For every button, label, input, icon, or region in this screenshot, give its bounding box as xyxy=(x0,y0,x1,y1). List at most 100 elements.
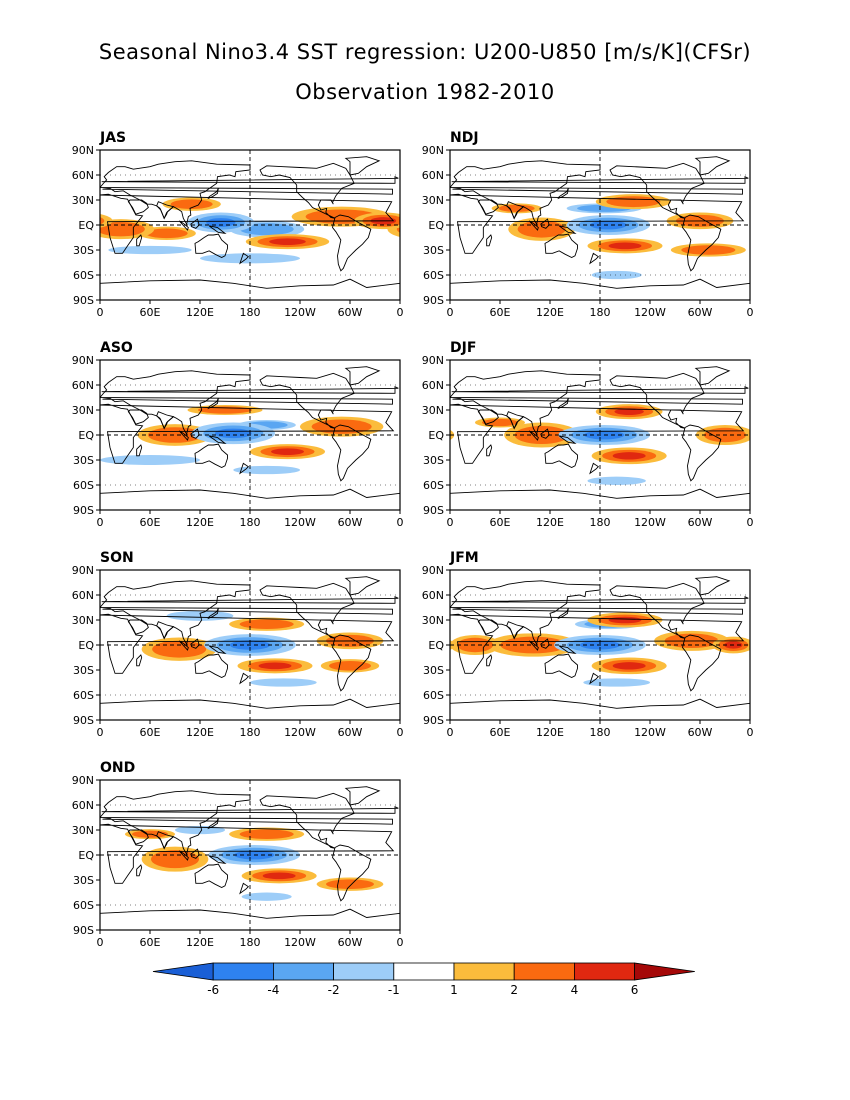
lon-tick-label: 120W xyxy=(284,726,316,739)
lon-tick-label: 0 xyxy=(397,726,404,739)
coastline xyxy=(344,366,381,386)
lat-tick-label: 90S xyxy=(423,294,444,307)
coastline xyxy=(194,233,228,259)
lat-tick-label: 60S xyxy=(423,479,444,492)
lon-tick-label: 60W xyxy=(338,516,363,529)
coastline xyxy=(332,214,372,272)
regression-contour xyxy=(681,245,736,255)
chart-title: Seasonal Nino3.4 SST regression: U200-U8… xyxy=(98,40,752,64)
coastline xyxy=(344,156,381,176)
lon-tick-label: 0 xyxy=(97,936,104,949)
regression-contour xyxy=(206,218,236,227)
lon-tick-label: 60E xyxy=(140,516,161,529)
coastline xyxy=(450,488,750,510)
lon-tick-label: 180 xyxy=(240,936,261,949)
lon-tick-label: 120E xyxy=(186,726,214,739)
lon-tick-label: 180 xyxy=(240,306,261,319)
lon-tick-label: 0 xyxy=(397,516,404,529)
regression-contour xyxy=(170,199,213,209)
regression-contour xyxy=(606,196,661,208)
colorbar-segment xyxy=(574,962,636,981)
coastline xyxy=(101,385,399,394)
coastline xyxy=(344,576,381,596)
lat-tick-label: 90N xyxy=(422,144,444,157)
regression-contour xyxy=(233,465,300,475)
coastline xyxy=(178,220,189,231)
regression-contour xyxy=(750,635,800,655)
coastline xyxy=(136,654,143,667)
lon-tick-label: 60W xyxy=(338,726,363,739)
coastline xyxy=(100,823,395,884)
colorbar-level-label: 4 xyxy=(571,983,579,997)
lat-tick-label: 90N xyxy=(72,564,94,577)
shaded-field xyxy=(100,366,400,510)
lat-tick-label: 30N xyxy=(422,614,444,627)
panel-label: NDJ xyxy=(450,130,479,146)
coastline xyxy=(451,385,749,394)
colorbar-arrow-high xyxy=(634,962,695,981)
lat-tick-label: 30S xyxy=(423,454,444,467)
coastline xyxy=(450,278,750,300)
lon-tick-label: 120E xyxy=(186,936,214,949)
coastline xyxy=(506,411,525,430)
coastline xyxy=(589,252,600,265)
coastline xyxy=(208,855,227,864)
panel-label: JFM xyxy=(449,550,479,566)
lon-tick-label: 60E xyxy=(490,516,511,529)
lat-tick-label: 90S xyxy=(423,504,444,517)
regression-contour xyxy=(329,661,371,671)
lat-tick-label: EQ xyxy=(428,219,444,232)
regression-contour xyxy=(612,452,646,460)
colorbar-segment xyxy=(272,962,334,981)
panel-label: SON xyxy=(100,550,134,566)
coastline xyxy=(682,214,722,272)
lon-tick-label: 120W xyxy=(284,936,316,949)
coastline xyxy=(127,829,149,845)
coastline xyxy=(558,225,577,234)
lat-tick-label: 60N xyxy=(422,169,444,182)
regression-contour xyxy=(269,238,306,245)
colorbar-segment xyxy=(212,962,274,981)
coastline xyxy=(486,444,493,457)
lat-tick-label: 60S xyxy=(73,479,94,492)
coastline xyxy=(100,613,395,674)
lat-tick-label: 60N xyxy=(422,379,444,392)
lon-tick-label: 180 xyxy=(240,726,261,739)
coastline xyxy=(127,619,149,635)
lat-tick-label: 30S xyxy=(73,874,94,887)
coastline xyxy=(259,372,355,429)
coastline xyxy=(589,462,600,475)
coastline xyxy=(136,444,143,457)
lon-tick-label: 0 xyxy=(447,306,454,319)
coastline xyxy=(450,580,743,646)
regression-contour xyxy=(239,223,294,236)
colorbar-level-label: 2 xyxy=(510,983,518,997)
lon-tick-label: 60W xyxy=(338,936,363,949)
coastline xyxy=(190,218,200,229)
coastline xyxy=(100,370,393,436)
lon-tick-label: 0 xyxy=(397,936,404,949)
regression-contour xyxy=(271,448,304,455)
lat-tick-label: 60N xyxy=(72,379,94,392)
coastline xyxy=(557,398,569,410)
lat-tick-label: 30N xyxy=(72,614,94,627)
coastline xyxy=(450,403,745,464)
regression-contour xyxy=(258,662,292,670)
regression-contour xyxy=(583,678,651,687)
regression-contour xyxy=(498,204,535,212)
lon-tick-label: 0 xyxy=(747,306,754,319)
panel-label: DJF xyxy=(450,340,476,356)
lon-tick-label: 120W xyxy=(634,726,666,739)
lat-tick-label: 60S xyxy=(423,689,444,702)
coastline xyxy=(609,582,705,639)
coastline xyxy=(589,672,600,685)
lat-tick-label: 60S xyxy=(73,269,94,282)
coastline xyxy=(208,645,227,654)
colorbar-segment xyxy=(513,962,575,981)
colorbar-level-label: -1 xyxy=(388,983,400,997)
lat-tick-label: 30S xyxy=(73,454,94,467)
coastline xyxy=(682,424,722,482)
